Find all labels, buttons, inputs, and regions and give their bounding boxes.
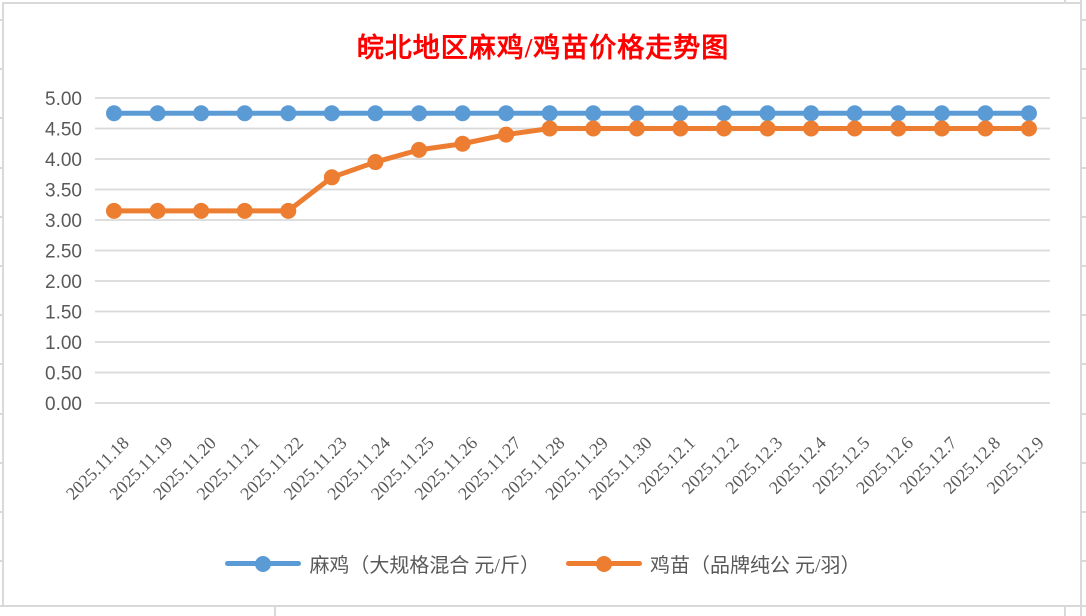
sheet-gridline-stub — [1082, 560, 1086, 563]
series-marker-1 — [280, 202, 297, 219]
series-marker-0 — [759, 105, 776, 122]
series-marker-1 — [890, 120, 907, 137]
y-axis-tick-label: 3.00 — [45, 211, 82, 232]
sheet-gridline-stub — [0, 117, 2, 120]
series-marker-1 — [236, 202, 253, 219]
sheet-gridline-stub — [1082, 363, 1086, 366]
series-marker-0 — [149, 105, 166, 122]
sheet-gridline-stub — [0, 560, 2, 563]
series-marker-0 — [410, 105, 427, 122]
y-axis-tick-label: 5.00 — [45, 89, 82, 110]
line-marker-swatch-icon — [225, 555, 302, 573]
legend-label-machicken: 麻鸡（大规格混合 元/斤） — [309, 555, 540, 577]
series-marker-0 — [977, 105, 994, 122]
chart-frame-bottom — [0, 605, 1086, 607]
series-marker-1 — [715, 120, 732, 137]
y-axis-tick-label: 0.00 — [45, 394, 82, 415]
line-marker-swatch-icon — [566, 555, 642, 573]
series-marker-1 — [803, 120, 820, 137]
series-marker-1 — [1020, 120, 1037, 137]
y-axis-tick-label: 4.00 — [45, 150, 82, 171]
chart-frame-right — [1080, 0, 1082, 616]
series-marker-0 — [541, 105, 558, 122]
sheet-gridline-stub — [0, 314, 2, 317]
series-marker-0 — [846, 105, 863, 122]
series-marker-0 — [193, 105, 210, 122]
series-marker-0 — [454, 105, 471, 122]
y-axis-tick-label: 0.50 — [45, 364, 82, 385]
sheet-gridline-stub — [1082, 19, 1086, 21]
sheet-gridline-stub — [0, 166, 2, 169]
sheet-gridline-stub — [1082, 166, 1086, 169]
legend-dot-icon — [255, 555, 272, 572]
sheet-gridline-stub — [1082, 265, 1086, 267]
series-marker-0 — [585, 105, 602, 122]
legend-label-chick: 鸡苗（品牌纯公 元/羽） — [650, 555, 861, 577]
sheet-gridline-stub — [1082, 511, 1086, 513]
sheet-gridline-stub — [0, 265, 2, 267]
series-marker-1 — [585, 120, 602, 137]
chart-frame-left — [2, 2, 4, 607]
chart-frame-top — [2, 2, 1081, 4]
series-marker-0 — [933, 105, 950, 122]
series-marker-1 — [193, 202, 210, 219]
sheet-gridline-stub — [0, 68, 2, 71]
sheet-gridline-stub — [0, 363, 2, 366]
y-axis-tick-label: 1.50 — [45, 303, 82, 324]
legend-dot-icon — [596, 555, 612, 572]
y-axis-tick-label: 2.50 — [45, 242, 82, 263]
sheet-gridline-stub — [1082, 117, 1086, 120]
series-marker-1 — [323, 169, 340, 186]
sheet-gridline-stub — [0, 215, 2, 218]
y-axis-tick-label: 3.50 — [45, 181, 82, 202]
sheet-gridline-stub — [1082, 461, 1086, 464]
series-marker-1 — [628, 120, 645, 137]
series-marker-1 — [672, 120, 689, 137]
series-marker-0 — [367, 105, 384, 122]
series-marker-1 — [977, 120, 994, 137]
sheet-gridline-stub — [0, 19, 2, 21]
sheet-gridline-stub — [1082, 68, 1086, 71]
series-marker-0 — [715, 105, 732, 122]
legend-item-machicken: 麻鸡（大规格混合 元/斤） — [225, 549, 540, 578]
sheet-gridline-stub — [274, 607, 276, 616]
series-marker-0 — [236, 105, 253, 122]
series-marker-0 — [280, 105, 297, 122]
series-marker-1 — [759, 120, 776, 137]
series-marker-1 — [410, 141, 427, 158]
sheet-gridline-stub — [0, 511, 2, 513]
series-marker-1 — [498, 126, 515, 143]
series-marker-1 — [367, 154, 384, 171]
series-marker-1 — [933, 120, 950, 137]
sheet-gridline-stub — [1064, 607, 1066, 616]
y-axis-tick-label: 2.00 — [45, 272, 82, 293]
series-marker-0 — [498, 105, 515, 122]
series-marker-1 — [454, 135, 471, 152]
series-line-1 — [111, 126, 1032, 214]
y-axis-tick-label: 1.00 — [45, 333, 82, 354]
legend-item-chick: 鸡苗（品牌纯公 元/羽） — [566, 549, 861, 578]
sheet-gridline-stub — [1064, 0, 1066, 2]
series-marker-1 — [106, 202, 122, 219]
chart-title: 皖北地区麻鸡/鸡苗价格走势图 — [356, 33, 730, 63]
series-marker-0 — [628, 105, 645, 122]
series-marker-0 — [672, 105, 689, 122]
sheet-gridline-stub — [0, 461, 2, 464]
y-axis-tick-label: 4.50 — [45, 120, 82, 141]
sheet-gridline-stub — [1082, 412, 1086, 415]
sheet-gridline-stub — [0, 412, 2, 415]
series-marker-0 — [323, 105, 340, 122]
sheet-gridline-stub — [1082, 314, 1086, 317]
series-marker-0 — [803, 105, 820, 122]
sheet-gridline-stub — [1082, 215, 1086, 218]
legend: 麻鸡（大规格混合 元/斤） 鸡苗（品牌纯公 元/羽） — [0, 549, 1086, 578]
series-marker-0 — [1020, 105, 1037, 122]
series-marker-1 — [846, 120, 863, 137]
series-marker-0 — [106, 105, 122, 122]
series-marker-0 — [890, 105, 907, 122]
series-marker-1 — [149, 202, 166, 219]
series-marker-1 — [541, 120, 558, 137]
